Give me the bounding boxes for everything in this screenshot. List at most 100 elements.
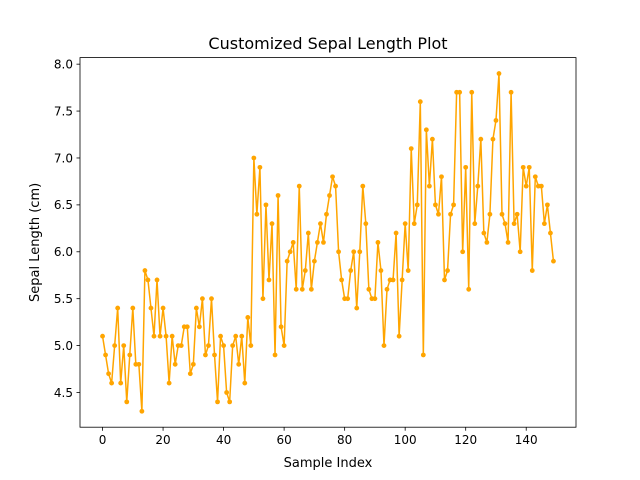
- data-point: [381, 343, 387, 348]
- data-point: [445, 268, 450, 273]
- data-point: [484, 240, 490, 245]
- data-point: [399, 277, 405, 283]
- x-tick-label: 20: [155, 433, 170, 447]
- data-point: [299, 286, 305, 292]
- data-point: [436, 211, 441, 217]
- data-point: [357, 249, 363, 255]
- x-axis-ticks: 0 20 40 60 80 100 120 140: [99, 427, 538, 447]
- y-tick-label: 7.0: [54, 151, 73, 165]
- data-point: [233, 333, 239, 339]
- data-point: [308, 286, 314, 292]
- data-point: [351, 249, 357, 255]
- data-point: [463, 164, 469, 170]
- data-point: [366, 286, 372, 292]
- data-point: [502, 221, 508, 227]
- data-point: [166, 380, 172, 386]
- data-point: [333, 183, 338, 189]
- data-point: [384, 286, 390, 292]
- x-tick-label: 140: [515, 433, 538, 447]
- data-point: [239, 333, 245, 339]
- data-point: [257, 164, 263, 170]
- data-point: [115, 305, 121, 311]
- data-point: [363, 221, 369, 227]
- x-tick-label: 80: [337, 433, 352, 447]
- data-point: [548, 230, 553, 236]
- data-point: [148, 305, 154, 311]
- data-point: [499, 211, 505, 217]
- axes-background: [80, 57, 576, 428]
- data-point: [324, 211, 329, 217]
- data-point: [193, 305, 199, 311]
- data-point: [315, 240, 320, 245]
- data-point: [423, 127, 429, 133]
- data-point: [302, 268, 308, 273]
- data-point: [296, 183, 302, 189]
- data-point: [236, 361, 242, 367]
- data-point: [290, 240, 296, 245]
- data-point: [311, 258, 317, 264]
- data-point: [466, 286, 472, 292]
- data-point: [523, 183, 529, 189]
- data-point: [448, 211, 453, 217]
- data-point: [414, 202, 420, 208]
- data-point: [490, 136, 496, 142]
- data-point: [130, 305, 136, 311]
- data-point: [157, 333, 163, 339]
- data-point: [209, 296, 214, 302]
- data-point: [151, 333, 157, 339]
- data-point: [478, 136, 484, 142]
- data-point: [551, 258, 556, 264]
- data-point: [487, 211, 493, 217]
- data-point: [184, 324, 190, 330]
- data-point: [360, 183, 366, 189]
- data-point: [526, 164, 532, 170]
- y-tick-label: 8.0: [54, 57, 73, 71]
- data-point: [224, 390, 230, 395]
- data-point: [230, 343, 236, 348]
- data-point: [212, 352, 217, 358]
- data-point: [430, 136, 435, 142]
- data-point: [293, 286, 299, 292]
- y-tick-label: 4.5: [54, 386, 73, 400]
- data-point: [496, 71, 502, 76]
- data-point: [417, 99, 423, 105]
- x-axis-label: Sample Index: [284, 456, 373, 471]
- data-point: [284, 258, 290, 264]
- data-point: [187, 371, 193, 377]
- data-point: [541, 221, 547, 227]
- data-point: [215, 399, 220, 405]
- data-point: [408, 146, 414, 151]
- data-point: [402, 221, 408, 227]
- data-point: [136, 361, 142, 367]
- y-tick-label: 7.5: [54, 104, 73, 118]
- data-point: [457, 89, 463, 95]
- data-point: [433, 202, 438, 208]
- data-point: [529, 268, 535, 273]
- data-point: [203, 352, 208, 358]
- data-point: [545, 202, 550, 208]
- data-point: [100, 333, 105, 339]
- data-point: [145, 277, 151, 283]
- x-tick-label: 0: [99, 433, 107, 447]
- data-point: [475, 183, 481, 189]
- data-point: [330, 174, 335, 180]
- data-point: [106, 371, 111, 377]
- data-point: [221, 343, 226, 348]
- data-point: [248, 343, 254, 348]
- y-tick-label: 6.0: [54, 245, 73, 259]
- data-point: [517, 249, 523, 255]
- data-point: [254, 211, 260, 217]
- data-point: [339, 277, 345, 283]
- data-point: [127, 352, 133, 358]
- data-point: [109, 380, 115, 386]
- data-point: [472, 221, 478, 227]
- data-point: [532, 174, 538, 180]
- data-point: [278, 324, 284, 330]
- data-point: [345, 296, 351, 302]
- data-point: [112, 343, 118, 348]
- data-point: [442, 277, 447, 283]
- data-point: [378, 268, 384, 273]
- data-point: [505, 240, 511, 245]
- data-point: [511, 221, 517, 227]
